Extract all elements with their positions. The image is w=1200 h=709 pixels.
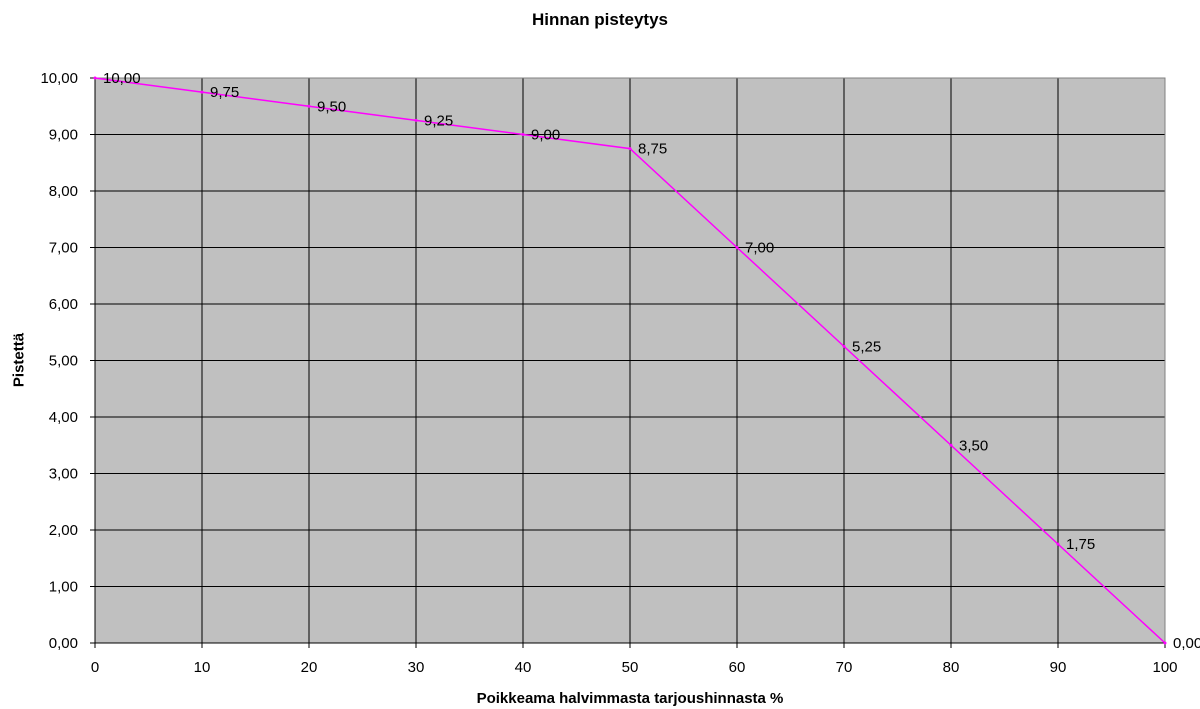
y-tick-label: 5,00 xyxy=(49,353,78,370)
data-label: 5,25 xyxy=(852,338,881,355)
x-tick-label: 80 xyxy=(943,659,960,676)
data-point xyxy=(1056,542,1060,546)
x-tick-label: 40 xyxy=(515,659,532,676)
data-label: 10,00 xyxy=(103,70,141,87)
data-label: 8,75 xyxy=(638,141,667,158)
x-tick-label: 60 xyxy=(729,659,746,676)
data-point xyxy=(842,344,846,348)
x-tick-label: 20 xyxy=(301,659,318,676)
data-label: 7,00 xyxy=(745,240,774,257)
data-labels: 10,00 9,75 9,50 9,25 9,00 8,75 7,00 5,25 3,50 1,7… xyxy=(103,70,1200,652)
data-point xyxy=(735,246,739,249)
x-tick-labels: 0 10 20 30 40 50 60 70 80 90 100 xyxy=(91,643,1178,676)
data-point xyxy=(200,90,204,94)
data-label: 1,75 xyxy=(1066,536,1095,553)
x-tick-label: 0 xyxy=(91,659,99,676)
data-label: 0,00 xyxy=(1173,635,1200,652)
x-tick-label: 90 xyxy=(1050,659,1067,676)
series-group xyxy=(93,76,1167,645)
horizontal-gridlines xyxy=(95,134,1165,587)
data-point xyxy=(414,118,418,122)
y-tick-labels: 0,00 1,00 2,00 3,00 4,00 5,00 6,00 7,00 8,00 9,00… xyxy=(40,70,95,652)
data-point xyxy=(949,443,953,447)
chart-title: Hinnan pisteytys xyxy=(531,10,669,29)
y-tick-label: 1,00 xyxy=(49,579,78,596)
y-tick-label: 2,00 xyxy=(49,522,78,539)
y-tick-label: 3,00 xyxy=(49,466,78,483)
x-axis-title: Poikkeama halvimmasta tarjoushinnasta % xyxy=(476,690,784,707)
x-tick-label: 50 xyxy=(622,659,639,676)
y-tick-label: 0,00 xyxy=(49,635,78,652)
data-point xyxy=(307,104,311,108)
data-point xyxy=(521,133,525,136)
data-point xyxy=(1163,641,1167,645)
y-tick-label: 9,00 xyxy=(49,127,78,144)
x-tick-label: 100 xyxy=(1152,659,1177,676)
x-tick-label: 70 xyxy=(836,659,853,676)
y-tick-label: 10,00 xyxy=(40,70,78,87)
data-label: 3,50 xyxy=(959,437,988,454)
y-tick-label: 7,00 xyxy=(49,240,78,257)
data-label: 9,00 xyxy=(531,127,560,144)
y-tick-label: 4,00 xyxy=(49,409,78,426)
y-tick-label: 8,00 xyxy=(49,183,78,200)
data-point xyxy=(93,76,97,80)
y-tick-label: 6,00 xyxy=(49,296,78,313)
data-point xyxy=(628,147,632,151)
x-tick-label: 30 xyxy=(408,659,425,676)
data-label: 9,75 xyxy=(210,84,239,101)
data-label: 9,25 xyxy=(424,112,453,129)
data-label: 9,50 xyxy=(317,98,346,115)
x-tick-label: 10 xyxy=(194,659,211,676)
